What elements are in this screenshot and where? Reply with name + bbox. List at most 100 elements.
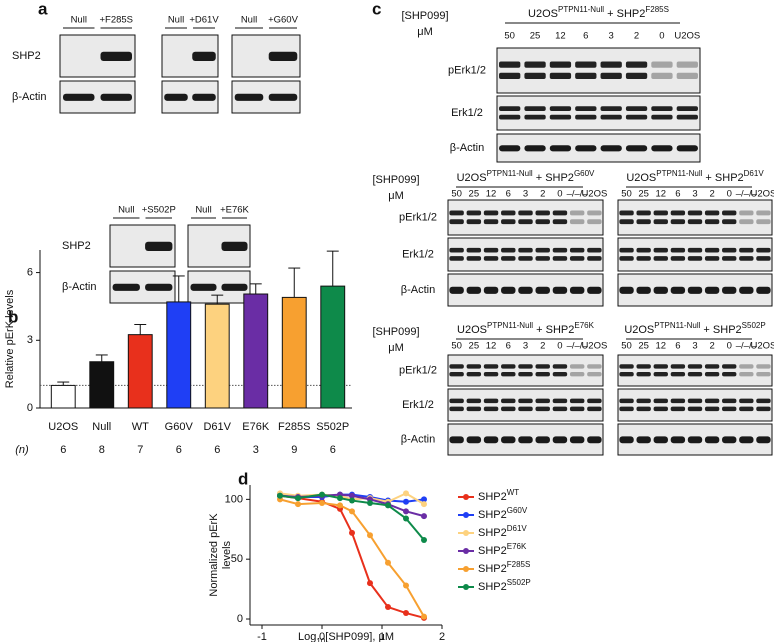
data-point (403, 508, 409, 515)
text-part: + SHP2 (533, 324, 574, 336)
band (600, 145, 622, 152)
band (192, 51, 216, 62)
band (722, 436, 737, 444)
band (449, 398, 464, 404)
text-part: F285S (645, 5, 669, 14)
text-part: U2OS (626, 172, 656, 184)
concentration-label: μM (388, 190, 404, 202)
band (600, 106, 622, 111)
band (619, 406, 634, 412)
text-part: S502P (742, 321, 766, 330)
bar (281, 296, 307, 409)
data-point (277, 492, 283, 499)
x-tick-label: 0 (319, 631, 325, 642)
row-label: β-Actin (62, 281, 96, 293)
data-point (337, 495, 343, 502)
data-point (421, 613, 427, 620)
data-point (421, 513, 427, 520)
band (518, 210, 533, 216)
blot-header: U2OSPTPN11-Null + SHP2G60V (457, 169, 595, 184)
band (636, 256, 651, 261)
band (653, 372, 668, 377)
band (587, 406, 602, 412)
band (587, 256, 602, 261)
band (466, 406, 482, 412)
lane-label: 2 (540, 341, 545, 352)
band (575, 61, 597, 68)
row-label: pErk1/2 (448, 64, 486, 76)
band (670, 436, 686, 444)
band (587, 398, 602, 404)
band (518, 286, 533, 294)
band (636, 210, 651, 216)
y-axis-label: levels (221, 540, 233, 569)
band (524, 145, 546, 152)
band (524, 106, 546, 111)
lane-label: 25 (530, 31, 541, 42)
lane-label: Null (118, 205, 134, 216)
band (587, 247, 602, 253)
band (501, 364, 516, 369)
lane-label: +G60V (268, 15, 299, 26)
band (221, 241, 248, 252)
band (483, 372, 499, 377)
text-part: PTPN11-Null (487, 321, 533, 330)
band (569, 364, 585, 369)
band (756, 398, 771, 404)
band (722, 372, 737, 377)
band (449, 436, 464, 444)
band (535, 372, 550, 377)
band (483, 219, 499, 225)
text-part: SHP2 (478, 527, 507, 539)
band (739, 398, 754, 404)
band (524, 72, 546, 80)
band (636, 219, 651, 225)
lane-label: U2OS (751, 341, 774, 352)
blot-row (447, 199, 604, 236)
band (704, 372, 720, 377)
band (100, 93, 132, 101)
text-part: + SHP2 (700, 324, 741, 336)
band (549, 145, 572, 152)
band (619, 398, 634, 404)
band (569, 247, 585, 253)
text-part: F285S (507, 560, 531, 569)
band (575, 145, 597, 152)
text-part: + SHP2 (604, 8, 645, 20)
band (687, 398, 703, 404)
band (535, 436, 550, 444)
band (739, 436, 754, 444)
band (619, 286, 634, 294)
text-part: WT (507, 488, 520, 497)
band (466, 372, 482, 377)
lane-label: 0 (727, 341, 732, 352)
blot-row (617, 388, 773, 422)
row-label: Erk1/2 (402, 248, 434, 260)
band (501, 210, 516, 216)
lane-label: 12 (486, 341, 497, 352)
lane-label: –/–/– (567, 189, 589, 200)
row-label: SHP2 (62, 240, 91, 252)
bar (243, 293, 269, 409)
lane-label: 12 (555, 31, 566, 42)
band (676, 114, 698, 120)
text-part: SHP2 (478, 509, 507, 521)
band (552, 372, 568, 377)
band (501, 286, 516, 294)
band (687, 436, 703, 444)
lane-label: U2OS (751, 189, 774, 200)
band (653, 219, 668, 225)
band (112, 283, 140, 291)
data-point (421, 501, 427, 508)
band (552, 398, 568, 404)
band (587, 372, 602, 377)
band (676, 61, 698, 68)
y-tick-label: 0 (27, 402, 33, 414)
lane-label: +E76K (220, 205, 249, 216)
band (651, 61, 673, 68)
lane-label: 6 (675, 341, 680, 352)
band (501, 372, 516, 377)
band (499, 145, 521, 152)
y-tick-label: 50 (231, 553, 243, 565)
